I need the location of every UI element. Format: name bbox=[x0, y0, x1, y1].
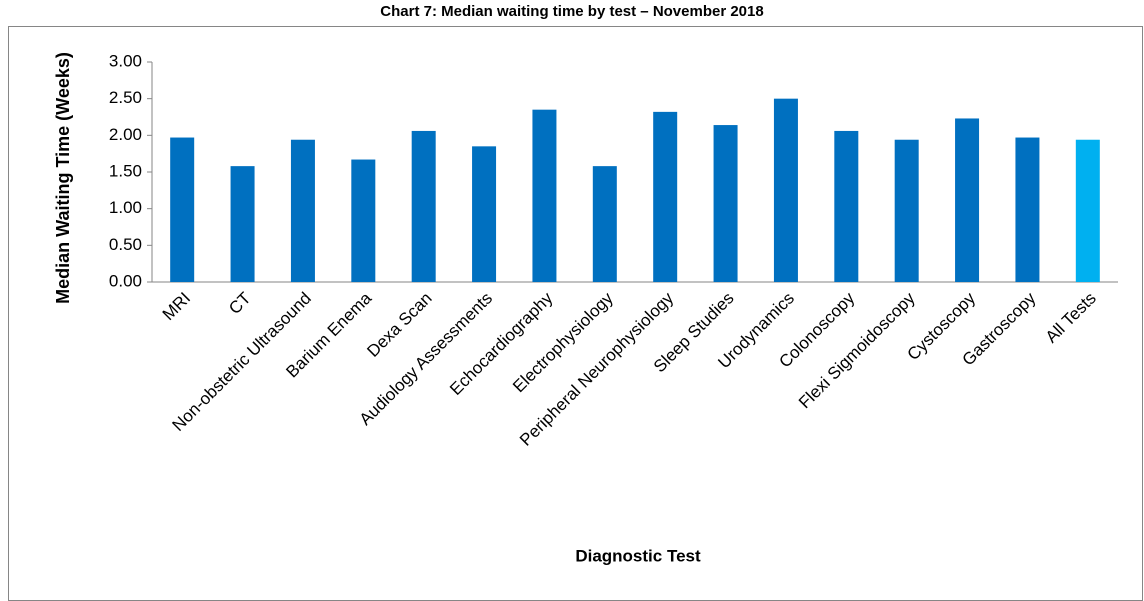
y-tick-label: 1.50 bbox=[109, 161, 142, 180]
chart-title: Chart 7: Median waiting time by test – N… bbox=[380, 3, 763, 20]
x-tick-label: All Tests bbox=[1042, 289, 1100, 347]
bar bbox=[653, 111, 678, 282]
x-tick-label: MRI bbox=[159, 289, 194, 324]
bar bbox=[351, 159, 376, 282]
bar bbox=[532, 109, 557, 283]
bar bbox=[230, 166, 255, 282]
y-axis-title: Median Waiting Time (Weeks) bbox=[53, 52, 73, 304]
bar bbox=[713, 125, 738, 282]
bar bbox=[170, 137, 195, 282]
bar bbox=[472, 146, 497, 282]
y-tick-label: 0.00 bbox=[109, 271, 142, 290]
y-tick-label: 3.00 bbox=[109, 51, 142, 70]
x-tick-label: Flexi Sigmoidoscopy bbox=[795, 288, 919, 412]
bar bbox=[773, 98, 798, 283]
x-tick-label: Echocardiography bbox=[446, 288, 557, 399]
x-tick-label: CT bbox=[225, 289, 254, 318]
bar bbox=[592, 166, 617, 282]
y-tick-label: 2.00 bbox=[109, 125, 142, 144]
bar bbox=[1015, 137, 1040, 282]
bar bbox=[411, 130, 436, 282]
bar bbox=[894, 139, 919, 282]
bar bbox=[1075, 139, 1100, 282]
bar bbox=[955, 118, 980, 282]
bar bbox=[290, 139, 315, 282]
y-tick-label: 0.50 bbox=[109, 235, 142, 254]
y-tick-label: 1.00 bbox=[109, 198, 142, 217]
x-tick-label: Electrophysiology bbox=[509, 288, 617, 396]
y-tick-label: 2.50 bbox=[109, 88, 142, 107]
x-axis-title: Diagnostic Test bbox=[575, 546, 701, 565]
bar bbox=[834, 130, 859, 282]
